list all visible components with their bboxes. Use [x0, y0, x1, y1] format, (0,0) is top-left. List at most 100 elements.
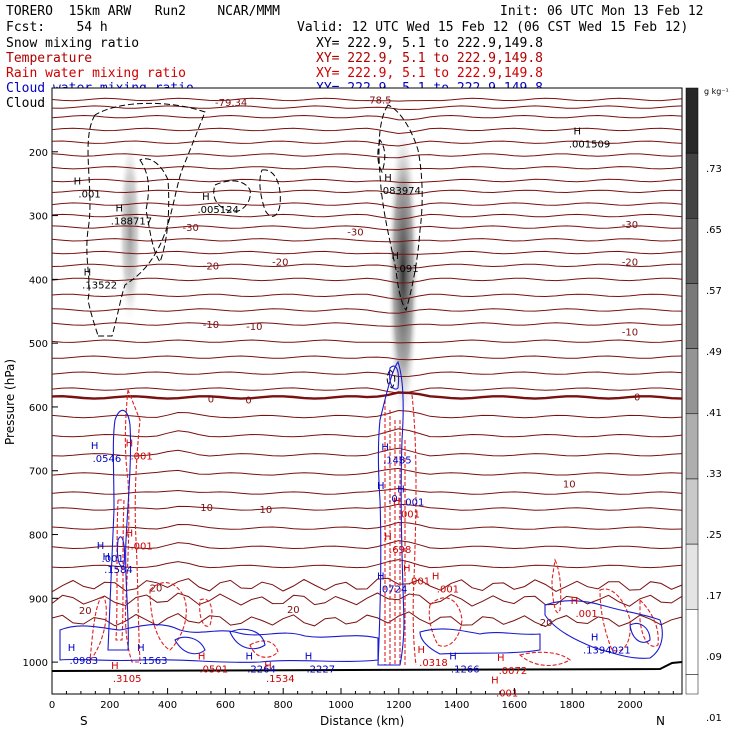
temperature-label: -10 [622, 328, 638, 339]
maximum-marker: H [198, 651, 206, 662]
temperature-isotherm [51, 114, 683, 121]
temperature-label: 10 [259, 505, 272, 516]
maximum-marker: H [417, 645, 425, 656]
cloud-water-contour [389, 365, 400, 390]
maximum-marker: H [393, 496, 401, 507]
maximum-label: .001 [130, 541, 152, 552]
colorbar-label: .57 [706, 286, 722, 297]
x-tick-label: 200 [100, 700, 119, 711]
maximum-marker: H [126, 438, 134, 449]
cloud-ice-contour [213, 180, 251, 213]
temperature-label: -78.5 [366, 95, 392, 106]
temperature-isotherm [51, 467, 683, 476]
maximum-marker: H [246, 651, 254, 662]
temperature-isotherm [51, 387, 683, 394]
colorbar-bin [685, 413, 699, 480]
maximum-label: .001 [130, 451, 152, 462]
temperature-isotherm [51, 409, 683, 419]
temperature-isotherm [51, 540, 683, 550]
maximum-marker: H [432, 572, 440, 583]
maximum-marker: H [126, 528, 134, 539]
cloud-water-contour [377, 360, 405, 666]
y-tick-label: 1000 [23, 658, 48, 669]
x-tick-label: 1000 [328, 700, 353, 711]
cloud-water-contour [419, 628, 541, 655]
temperature-isotherm [51, 127, 683, 135]
temperature-label: -30 [622, 220, 638, 231]
colorbar-bin [685, 87, 699, 154]
maximum-marker: H [384, 173, 392, 184]
maximum-label: .091 [396, 264, 418, 275]
rain-water-contour [518, 651, 571, 666]
cloud-ice-contour [386, 369, 396, 389]
temperature-contours [51, 97, 683, 628]
maximum-label: .0 [388, 494, 398, 505]
colorbar-bin [685, 478, 699, 545]
temperature-isotherm [51, 487, 683, 495]
maximum-marker: H [397, 484, 405, 495]
temperature-label: 20 [287, 605, 300, 616]
colorbar-bin [685, 218, 699, 284]
maximum-label: .083974 [380, 186, 421, 197]
x-tick-label: 2000 [617, 700, 642, 711]
maximum-label: .0546 [93, 454, 122, 465]
colorbar-label: .01 [706, 713, 722, 724]
rain-water-contour [639, 598, 659, 647]
colorbar-label: .33 [706, 469, 722, 480]
cloud-ice-contour [259, 169, 281, 217]
rain-water-contour [124, 389, 141, 663]
maximum-label: .0318 [419, 658, 448, 669]
temperature-label: -10 [203, 320, 219, 331]
temperature-label: -20 [203, 261, 219, 272]
maximum-marker: H [137, 643, 145, 654]
temperature-isotherm [51, 105, 683, 111]
temperature-isotherm [51, 238, 683, 243]
cloud-ice-contour [377, 138, 386, 174]
legend-name: Rain water mixing ratio [6, 66, 186, 81]
legend-xy: XY= 222.9, 5.1 to 222.9,149.8 [316, 36, 543, 51]
temperature-isotherm [51, 225, 683, 231]
cloud-water-contour [544, 600, 663, 659]
maximum-label: .001 [408, 576, 430, 587]
temperature-label: 10 [200, 503, 213, 514]
colorbar-label: .73 [706, 164, 722, 175]
x-tick-label: 0 [49, 700, 55, 711]
maximum-marker: H [102, 552, 110, 563]
temperature-label: 20 [150, 583, 163, 594]
temperature-label: -79.34 [215, 98, 247, 109]
maximum-label: .2264 [247, 664, 276, 675]
legend-xy: XY= 222.9, 5.1 to 222.9,149.8 [316, 51, 543, 66]
temperature-label: -10 [246, 322, 262, 333]
colorbar-label: .65 [706, 225, 722, 236]
cloud-water-contour [107, 409, 132, 651]
maximum-label: .1584 [104, 565, 133, 576]
maximum-marker: H [305, 651, 313, 662]
maximum-label: .001 [576, 609, 598, 620]
maximum-marker: H [377, 481, 385, 492]
temperature-isotherm [51, 166, 683, 171]
x-tick-label: 600 [216, 700, 235, 711]
x-tick-label: 1800 [559, 700, 584, 711]
temperature-isotherm [51, 447, 683, 457]
cloud-water-contours [59, 360, 663, 666]
maximum-marker: H [403, 563, 411, 574]
maximum-marker: H [74, 176, 82, 187]
temperature-isotherm [51, 250, 683, 255]
colorbar-bin [685, 674, 699, 695]
x-tick-label: 800 [274, 700, 293, 711]
rain-water-contour [599, 588, 631, 652]
terrain-line [51, 661, 683, 672]
maximum-marker: H [591, 632, 599, 643]
cloud-water-contour [229, 628, 266, 650]
temperature-isotherm [51, 277, 683, 284]
temperature-isotherm [51, 140, 683, 147]
maximum-label: .0072 [499, 666, 528, 677]
colorbar: .73 .65 .57 .49 .41 .33 .25 .17 .09 .01 [685, 87, 722, 724]
x-tick-label: 1400 [444, 700, 469, 711]
x-axis-label: Distance (km) [320, 714, 404, 728]
rain-water-contour [551, 558, 562, 613]
temperature-isotherm [51, 153, 683, 159]
temperature-isotherm [51, 611, 683, 628]
maximum-label: .001 [496, 689, 518, 700]
temperature-isotherm [51, 559, 683, 569]
